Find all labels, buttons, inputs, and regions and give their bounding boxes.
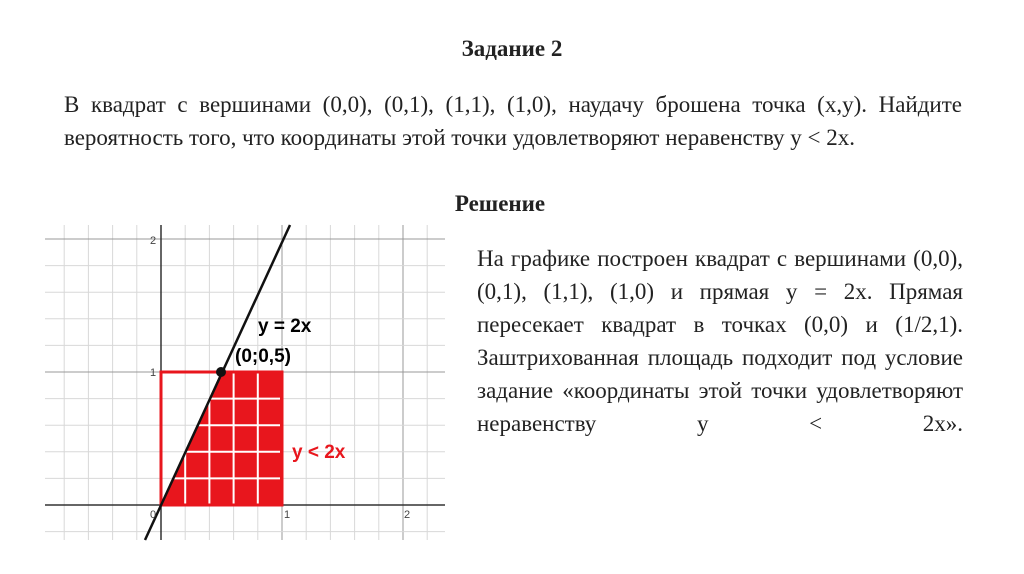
x-tick-1: 1 bbox=[284, 509, 290, 521]
point-label: (0;0,5) bbox=[235, 346, 291, 367]
x-tick-0: 0 bbox=[150, 509, 156, 521]
x-tick-2: 2 bbox=[404, 509, 410, 521]
shaded-region bbox=[161, 372, 282, 505]
line-label: y = 2x bbox=[258, 316, 312, 337]
explanation-body: На графике построен квадрат с вершинами … bbox=[477, 246, 963, 436]
explanation-text: На графике построен квадрат с вершинами … bbox=[477, 242, 963, 440]
y-tick-2: 2 bbox=[150, 235, 156, 247]
task-text: В квадрат с вершинами (0,0), (0,1), (1,1… bbox=[64, 92, 962, 150]
y-tick-1: 1 bbox=[150, 367, 156, 379]
page-title: Задание 2 bbox=[461, 36, 563, 61]
region-label: y < 2x bbox=[292, 442, 346, 463]
region-hatching bbox=[173, 372, 280, 505]
intersection-point bbox=[216, 367, 226, 377]
solution-heading: Решение bbox=[454, 191, 546, 216]
line-y-2x bbox=[143, 224, 292, 541]
graph: y = 2x (0;0,5) y < 2x 0 1 2 1 2 bbox=[45, 224, 445, 541]
